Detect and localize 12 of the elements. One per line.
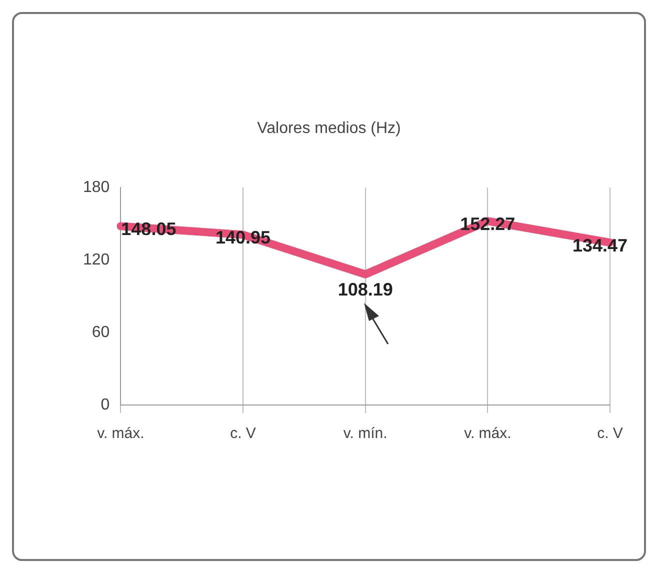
x-tick-label: v. máx.: [464, 425, 512, 442]
y-tick-label: 60: [92, 324, 110, 341]
x-tick-label: v. mín.: [343, 425, 388, 442]
y-tick-label: 0: [100, 396, 110, 414]
x-tick-label: c. V: [597, 425, 623, 442]
data-label: 134.47: [572, 236, 628, 256]
chart-title: Valores medios (Hz): [256, 120, 402, 138]
x-tick-label: c. V: [230, 425, 256, 442]
x-tick-label: v. máx.: [97, 425, 144, 442]
y-tick-label: 180: [82, 179, 110, 196]
y-tick-label: 120: [82, 251, 110, 268]
data-label: 108.19: [338, 279, 393, 300]
